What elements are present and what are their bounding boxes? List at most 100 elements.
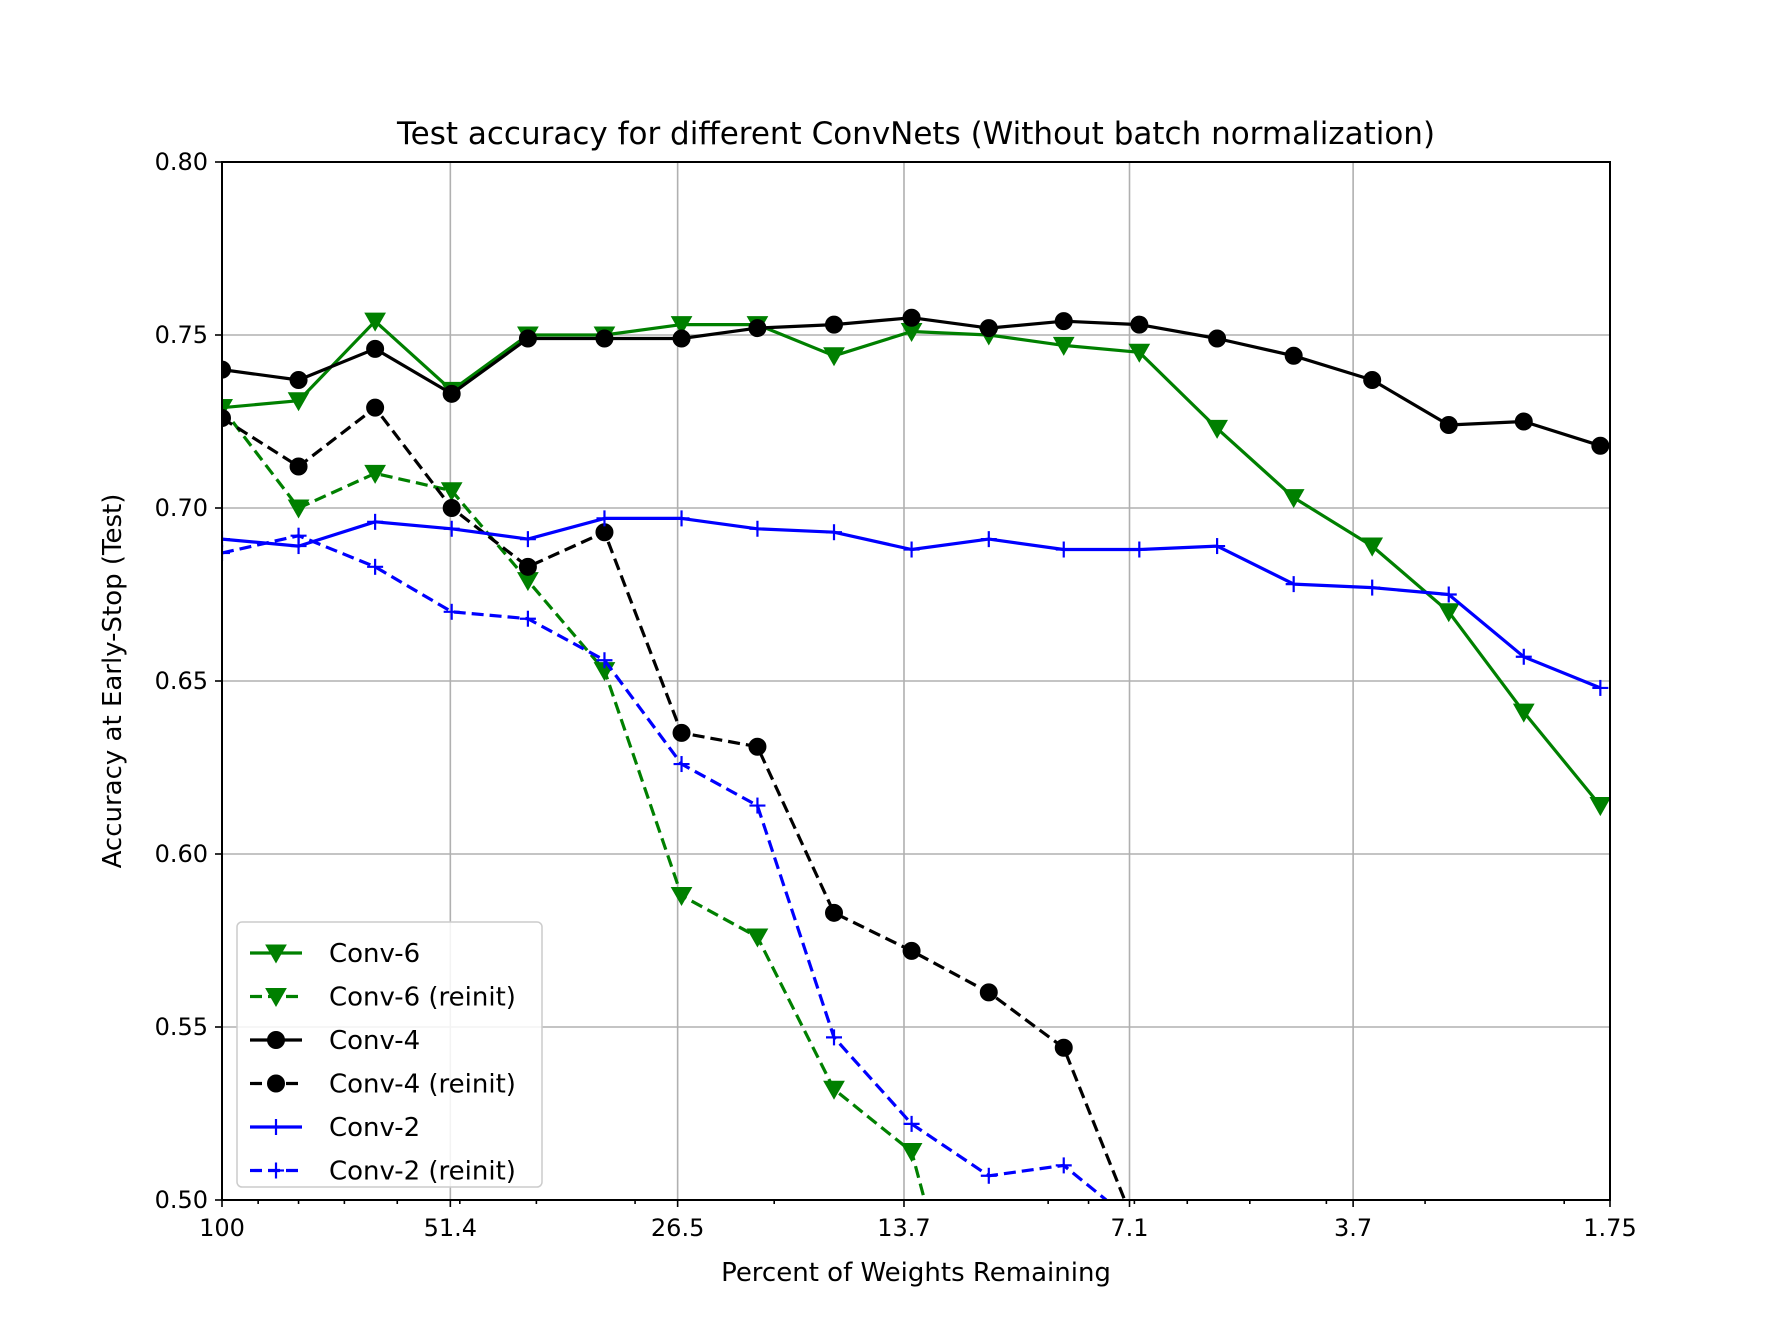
y-tick-label: 0.65 [155,667,208,695]
data-point [519,531,536,548]
data-point [1439,415,1458,434]
y-tick-label: 0.50 [155,1186,208,1214]
data-point [222,360,231,379]
data-point [826,524,843,541]
data-point [442,384,461,403]
data-point [1591,436,1610,455]
data-point [364,464,386,484]
series-conv-2 [222,510,1609,696]
legend-entry: Conv-6 [250,939,420,969]
data-point [902,941,921,960]
data-point [979,983,998,1002]
legend-label: Conv-6 [329,939,420,969]
series-conv-4 [222,308,1610,455]
x-tick-label: 7.1 [1110,1214,1148,1242]
data-point [1363,370,1382,389]
legend-label: Conv-2 [329,1113,420,1143]
data-point [903,1115,920,1132]
data-point [1285,576,1302,593]
data-point [1208,329,1227,348]
y-axis-label: Accuracy at Early-Stop (Test) [98,494,128,869]
data-point [1131,541,1148,558]
data-point [287,392,310,412]
data-point [1361,537,1384,557]
legend-label: Conv-2 (reinit) [329,1157,516,1187]
data-point [1052,336,1075,356]
y-tick-label: 0.55 [155,1013,208,1041]
data-point [1206,419,1228,439]
y-tick-label: 0.60 [155,840,208,868]
data-point [746,928,769,948]
data-point [823,1080,845,1100]
data-point [748,319,767,338]
data-point [903,541,920,558]
x-tick-label: 13.7 [877,1214,930,1242]
data-point [1589,797,1610,817]
data-point [672,723,691,742]
data-point [1282,489,1305,509]
data-point [826,1029,843,1046]
data-point [222,409,231,428]
data-point [366,339,385,358]
data-point [440,482,463,502]
data-point [443,603,460,620]
data-point [1440,586,1457,603]
data-point [1054,312,1073,331]
x-tick-label: 100 [199,1214,245,1242]
x-tick-label: 26.5 [651,1214,704,1242]
series-layer [222,308,1610,1200]
x-axis-label: Percent of Weights Remaining [721,1258,1111,1288]
data-point [823,347,845,367]
legend-marker [265,988,287,1008]
data-point [748,737,767,756]
data-point [900,1143,923,1163]
data-point [1055,541,1072,558]
x-tick-label: 3.7 [1334,1214,1372,1242]
data-point [1055,1157,1072,1174]
data-point [518,557,537,576]
legend-marker [267,1031,285,1049]
data-point [1130,315,1149,334]
data-point [367,513,384,530]
legend: Conv-6 Conv-6 (reinit) Conv-4 Conv-4 (reini… [236,921,543,1188]
legend-marker [267,1074,285,1093]
y-tick-label: 0.75 [155,321,208,349]
y-tick-label: 0.80 [155,148,208,176]
data-point [749,520,766,537]
legend-entry: Conv-4 [250,1026,420,1056]
data-point [749,797,766,814]
legend-entry: Conv-4 (reinit) [250,1070,516,1100]
data-point [1515,648,1532,665]
axis-ticks: 0.50 0.55 0.60 0.65 0.70 0.75 0.80 100 51.4 26.5 1… [155,148,1637,1242]
data-point [222,544,230,561]
legend-entry: Conv-2 (reinit) [250,1157,516,1187]
data-point [443,520,460,537]
legend-entry: Conv-6 (reinit) [250,983,516,1013]
data-point [290,527,307,544]
data-point [1512,703,1535,723]
data-point [672,329,691,348]
data-point [825,903,844,922]
x-tick-label: 1.75 [1583,1214,1636,1242]
data-point [1514,412,1533,431]
legend-label: Conv-4 [329,1026,420,1056]
data-point [673,756,690,773]
legend-label: Conv-6 (reinit) [329,983,516,1013]
data-point [289,370,308,389]
y-tick-label: 0.70 [155,494,208,522]
legend-marker [268,1119,284,1135]
chart-title: Test accuracy for different ConvNets (Wi… [396,116,1435,152]
data-point [222,531,230,548]
data-point [287,499,310,519]
data-point [1437,603,1460,623]
data-point [367,558,384,575]
x-tick-label: 51.4 [424,1214,477,1242]
data-point [670,316,693,336]
data-point [902,308,921,327]
data-point [1592,679,1609,696]
data-point [596,652,613,669]
data-point [1054,1038,1073,1057]
legend-box [236,921,543,1188]
data-point [596,510,613,527]
data-point [364,312,386,332]
